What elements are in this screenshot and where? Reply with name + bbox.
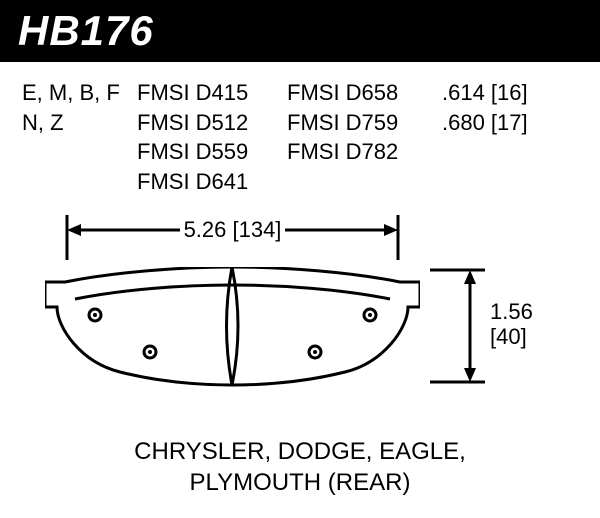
brake-pad-outline-icon: [45, 267, 420, 387]
fmsi-b-1: FMSI D759: [287, 108, 442, 138]
height-dimension: 1.56 [40]: [430, 267, 580, 407]
footer-line-1: CHRYSLER, DODGE, EAGLE,: [0, 436, 600, 467]
info-block: E, M, B, F FMSI D415 FMSI D658 .614 [16]…: [22, 78, 582, 197]
fmsi-a-1: FMSI D512: [137, 108, 287, 138]
application-footer: CHRYSLER, DODGE, EAGLE, PLYMOUTH (REAR): [0, 436, 600, 498]
part-number: HB176: [18, 7, 154, 55]
header-bar: HB176: [0, 0, 600, 62]
width-dimension: 5.26 [134]: [65, 215, 400, 255]
grades-line-1: E, M, B, F: [22, 78, 137, 108]
footer-line-2: PLYMOUTH (REAR): [0, 467, 600, 498]
grades-line-2: N, Z: [22, 108, 137, 138]
diagram-area: 5.26 [134] 1.56 [40]: [0, 215, 600, 445]
fmsi-a-3: FMSI D641: [137, 167, 287, 197]
height-dim-mm: [40]: [490, 324, 533, 349]
fmsi-a-0: FMSI D415: [137, 78, 287, 108]
fmsi-a-2: FMSI D559: [137, 137, 287, 167]
thickness-1: .680 [17]: [442, 108, 572, 138]
fmsi-b-0: FMSI D658: [287, 78, 442, 108]
height-dim-inches: 1.56: [490, 299, 533, 324]
thickness-0: .614 [16]: [442, 78, 572, 108]
height-dimension-label: 1.56 [40]: [490, 299, 533, 350]
fmsi-b-2: FMSI D782: [287, 137, 442, 167]
width-dimension-label: 5.26 [134]: [65, 217, 400, 243]
